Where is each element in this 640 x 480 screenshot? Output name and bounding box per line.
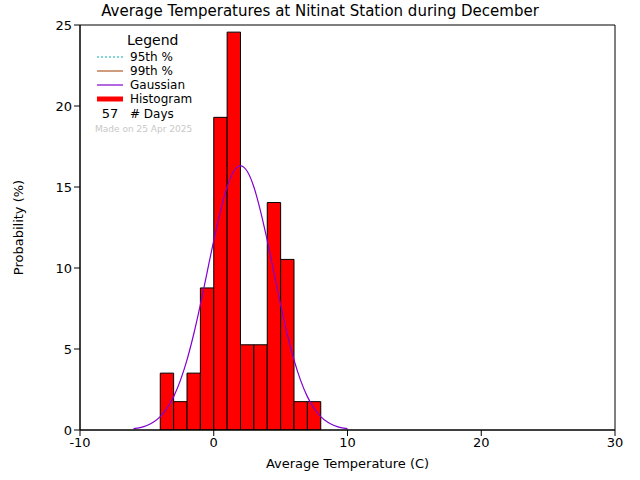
svg-text:0: 0 <box>210 435 218 450</box>
svg-text:Average Temperature (C): Average Temperature (C) <box>266 456 429 471</box>
html-text:99th %: 99th % <box>130 64 173 78</box>
html-text:# Days: # Days <box>130 107 174 121</box>
svg-text:Probability (%): Probability (%) <box>11 180 26 275</box>
html-text:Gaussian: Gaussian <box>130 78 186 92</box>
svg-text:15: 15 <box>55 180 72 195</box>
html-text:Legend: Legend <box>127 32 179 48</box>
svg-text:10: 10 <box>339 435 356 450</box>
svg-text:10: 10 <box>55 261 72 276</box>
html-text:57: 57 <box>101 106 119 121</box>
svg-text:20: 20 <box>473 435 490 450</box>
html-text:Histogram: Histogram <box>130 92 193 106</box>
svg-text:25: 25 <box>55 18 72 33</box>
html-text:95th %: 95th % <box>130 50 173 64</box>
svg-text:-10: -10 <box>69 435 90 450</box>
svg-text:5: 5 <box>64 342 72 357</box>
svg-text:20: 20 <box>55 99 72 114</box>
html-text:Made on 25 Apr 2025: Made on 25 Apr 2025 <box>95 124 193 134</box>
svg-text:0: 0 <box>64 423 72 438</box>
html-text:Average Temperatures at Nitina: Average Temperatures at Nitinat Station … <box>101 2 539 20</box>
svg-text:30: 30 <box>607 435 624 450</box>
